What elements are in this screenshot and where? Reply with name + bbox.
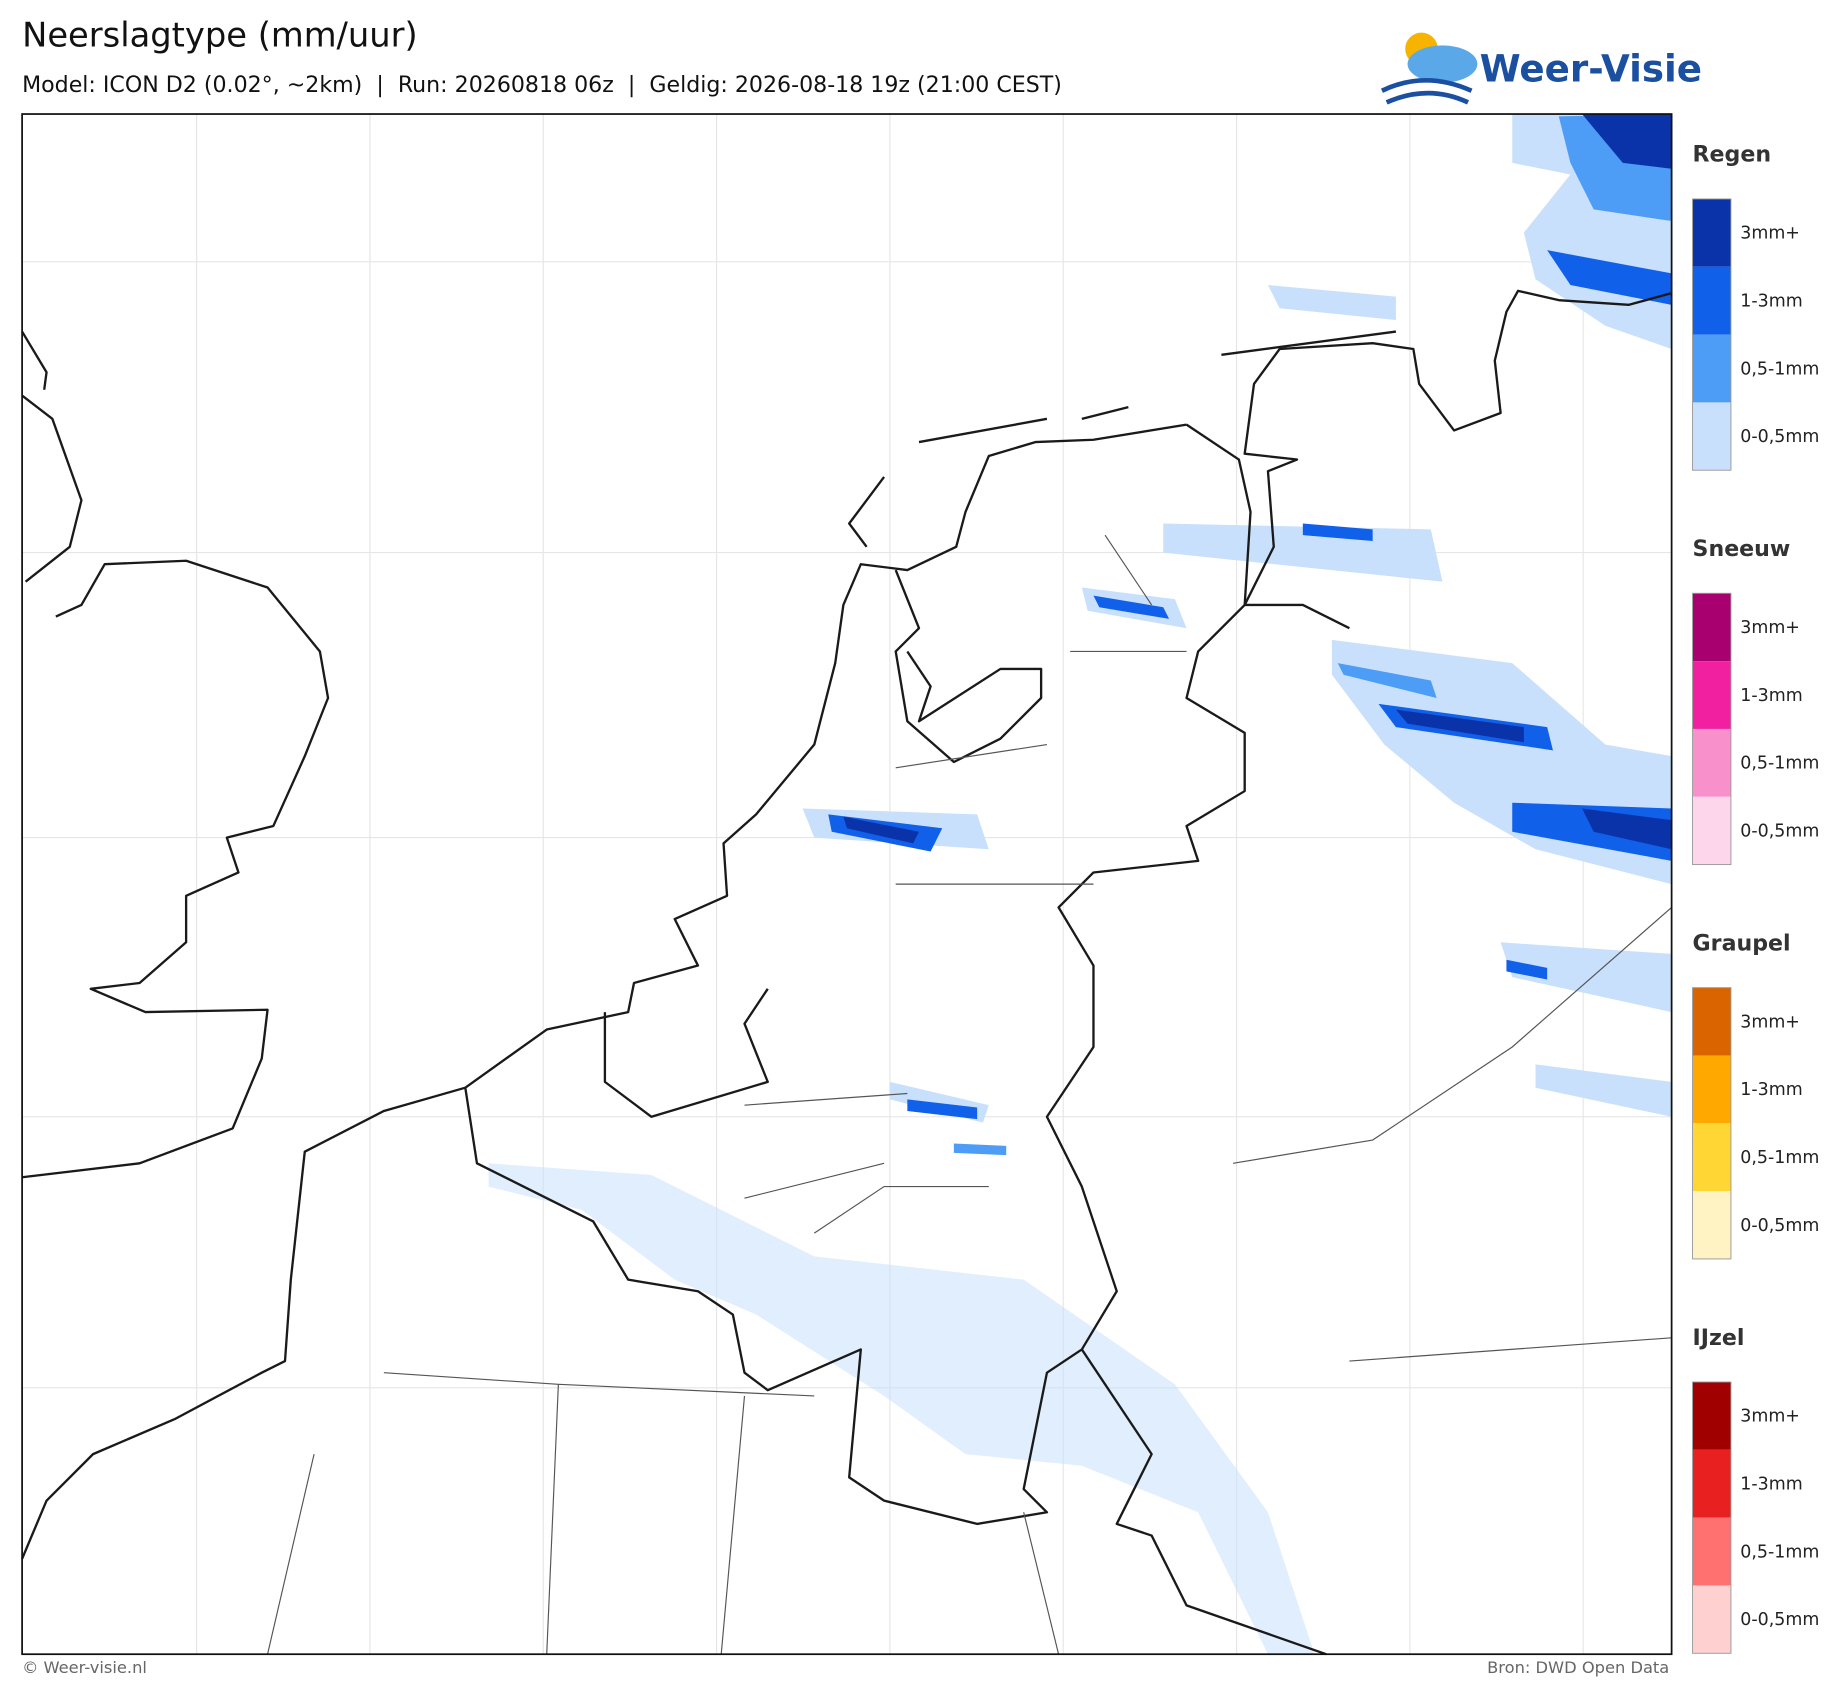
rain-area	[1582, 114, 1672, 169]
legend-label: 0,5-1mm	[1740, 1542, 1819, 1562]
country-border	[1080, 1348, 1327, 1656]
map-frame	[21, 113, 1673, 1656]
legend-swatch	[1692, 334, 1731, 403]
legend-bar-frame	[1692, 198, 1732, 471]
legend-swatch	[1692, 1055, 1731, 1124]
subtitle: Model: ICON D2 (0.02°, ~2km) | Run: 2026…	[22, 72, 1062, 98]
legend-swatch	[1692, 1123, 1731, 1192]
legend-label: 0-0,5mm	[1740, 821, 1819, 841]
rain-area	[1506, 959, 1548, 980]
legend-label: 1-3mm	[1740, 292, 1802, 312]
legend-bar-frame	[1692, 987, 1732, 1260]
legend-bar-frame	[1692, 1381, 1732, 1654]
legend-group-title: Graupel	[1693, 930, 1791, 956]
legend-label: 0,5-1mm	[1740, 1148, 1819, 1168]
legend-swatch	[1692, 402, 1731, 471]
rain-area	[488, 1163, 1315, 1655]
coastlines	[21, 289, 1672, 1560]
legend-swatch	[1692, 661, 1731, 729]
title: Neerslagtype (mm/uur)	[22, 16, 418, 55]
legend-swatch	[1692, 1382, 1731, 1450]
country-border	[464, 423, 1252, 1526]
rain-area	[1302, 523, 1373, 541]
legend-label: 0-0,5mm	[1740, 427, 1819, 447]
legend-swatch	[1692, 1585, 1731, 1654]
legend: Regen 3mm+ 1-3mm 0,5-1mm 0-0,5mm Sneeuw 3mm+ 1-…	[1692, 142, 1819, 1654]
legend-label: 1-3mm	[1740, 686, 1802, 706]
legend-swatch	[1692, 1449, 1731, 1518]
legend-label: 1-3mm	[1740, 1080, 1802, 1100]
legend-label: 0-0,5mm	[1740, 1216, 1819, 1236]
rain-area	[1267, 285, 1396, 320]
legend-swatch	[1692, 1517, 1731, 1586]
coastline	[21, 559, 330, 1179]
precipitation	[488, 114, 1672, 1655]
legend-label: 3mm+	[1740, 1407, 1800, 1427]
island-coast	[848, 330, 1397, 548]
legend-swatch	[1692, 266, 1731, 335]
map	[21, 113, 1673, 1656]
rain-area	[1395, 709, 1524, 743]
legend-label: 0-0,5mm	[1740, 1610, 1819, 1630]
coastline	[21, 330, 83, 583]
legend-group-title: Regen	[1693, 142, 1772, 168]
rain-area	[953, 1143, 1007, 1156]
rain-area	[1547, 250, 1672, 305]
logo-cloud	[1407, 45, 1478, 83]
legend-swatch	[1692, 728, 1731, 797]
rain-area	[1337, 663, 1437, 698]
legend-label: 3mm+	[1740, 224, 1800, 244]
legend-label: 1-3mm	[1740, 1475, 1802, 1495]
region-border	[266, 534, 1672, 1655]
legend-label: 3mm+	[1740, 618, 1800, 638]
rain-area	[1500, 942, 1672, 1013]
logo: Weer-Visie	[1380, 32, 1702, 105]
map-background	[22, 114, 1672, 1655]
legend-swatch	[1692, 987, 1731, 1056]
rain-area	[1093, 595, 1170, 619]
legend-label: 0,5-1mm	[1740, 754, 1819, 774]
coastline	[21, 423, 1187, 1560]
legend-bar-frame	[1692, 592, 1732, 866]
footer-source: Bron: DWD Open Data	[1487, 1658, 1669, 1677]
rain-area	[1582, 808, 1672, 850]
rain-area	[907, 1099, 978, 1120]
rain-area	[1535, 1064, 1672, 1117]
legend-swatch	[1692, 593, 1731, 662]
legend-group-title: Sneeuw	[1693, 536, 1791, 562]
borders	[266, 423, 1672, 1656]
legend-swatch	[1692, 796, 1731, 865]
legend-label: 0,5-1mm	[1740, 359, 1819, 379]
country-border	[603, 988, 769, 1118]
logo-waves	[1380, 77, 1473, 105]
logo-text: Weer-Visie	[1480, 46, 1702, 90]
ijsselmeer-coast	[894, 569, 1043, 764]
legend-swatch	[1692, 198, 1731, 267]
legend-group-title: IJzel	[1693, 1325, 1745, 1351]
legend-swatch	[1692, 1191, 1731, 1259]
rain-area	[843, 816, 919, 844]
coastline	[1243, 289, 1672, 630]
legend-label: 3mm+	[1740, 1012, 1800, 1032]
footer-copyright: © Weer-visie.nl	[22, 1658, 147, 1677]
